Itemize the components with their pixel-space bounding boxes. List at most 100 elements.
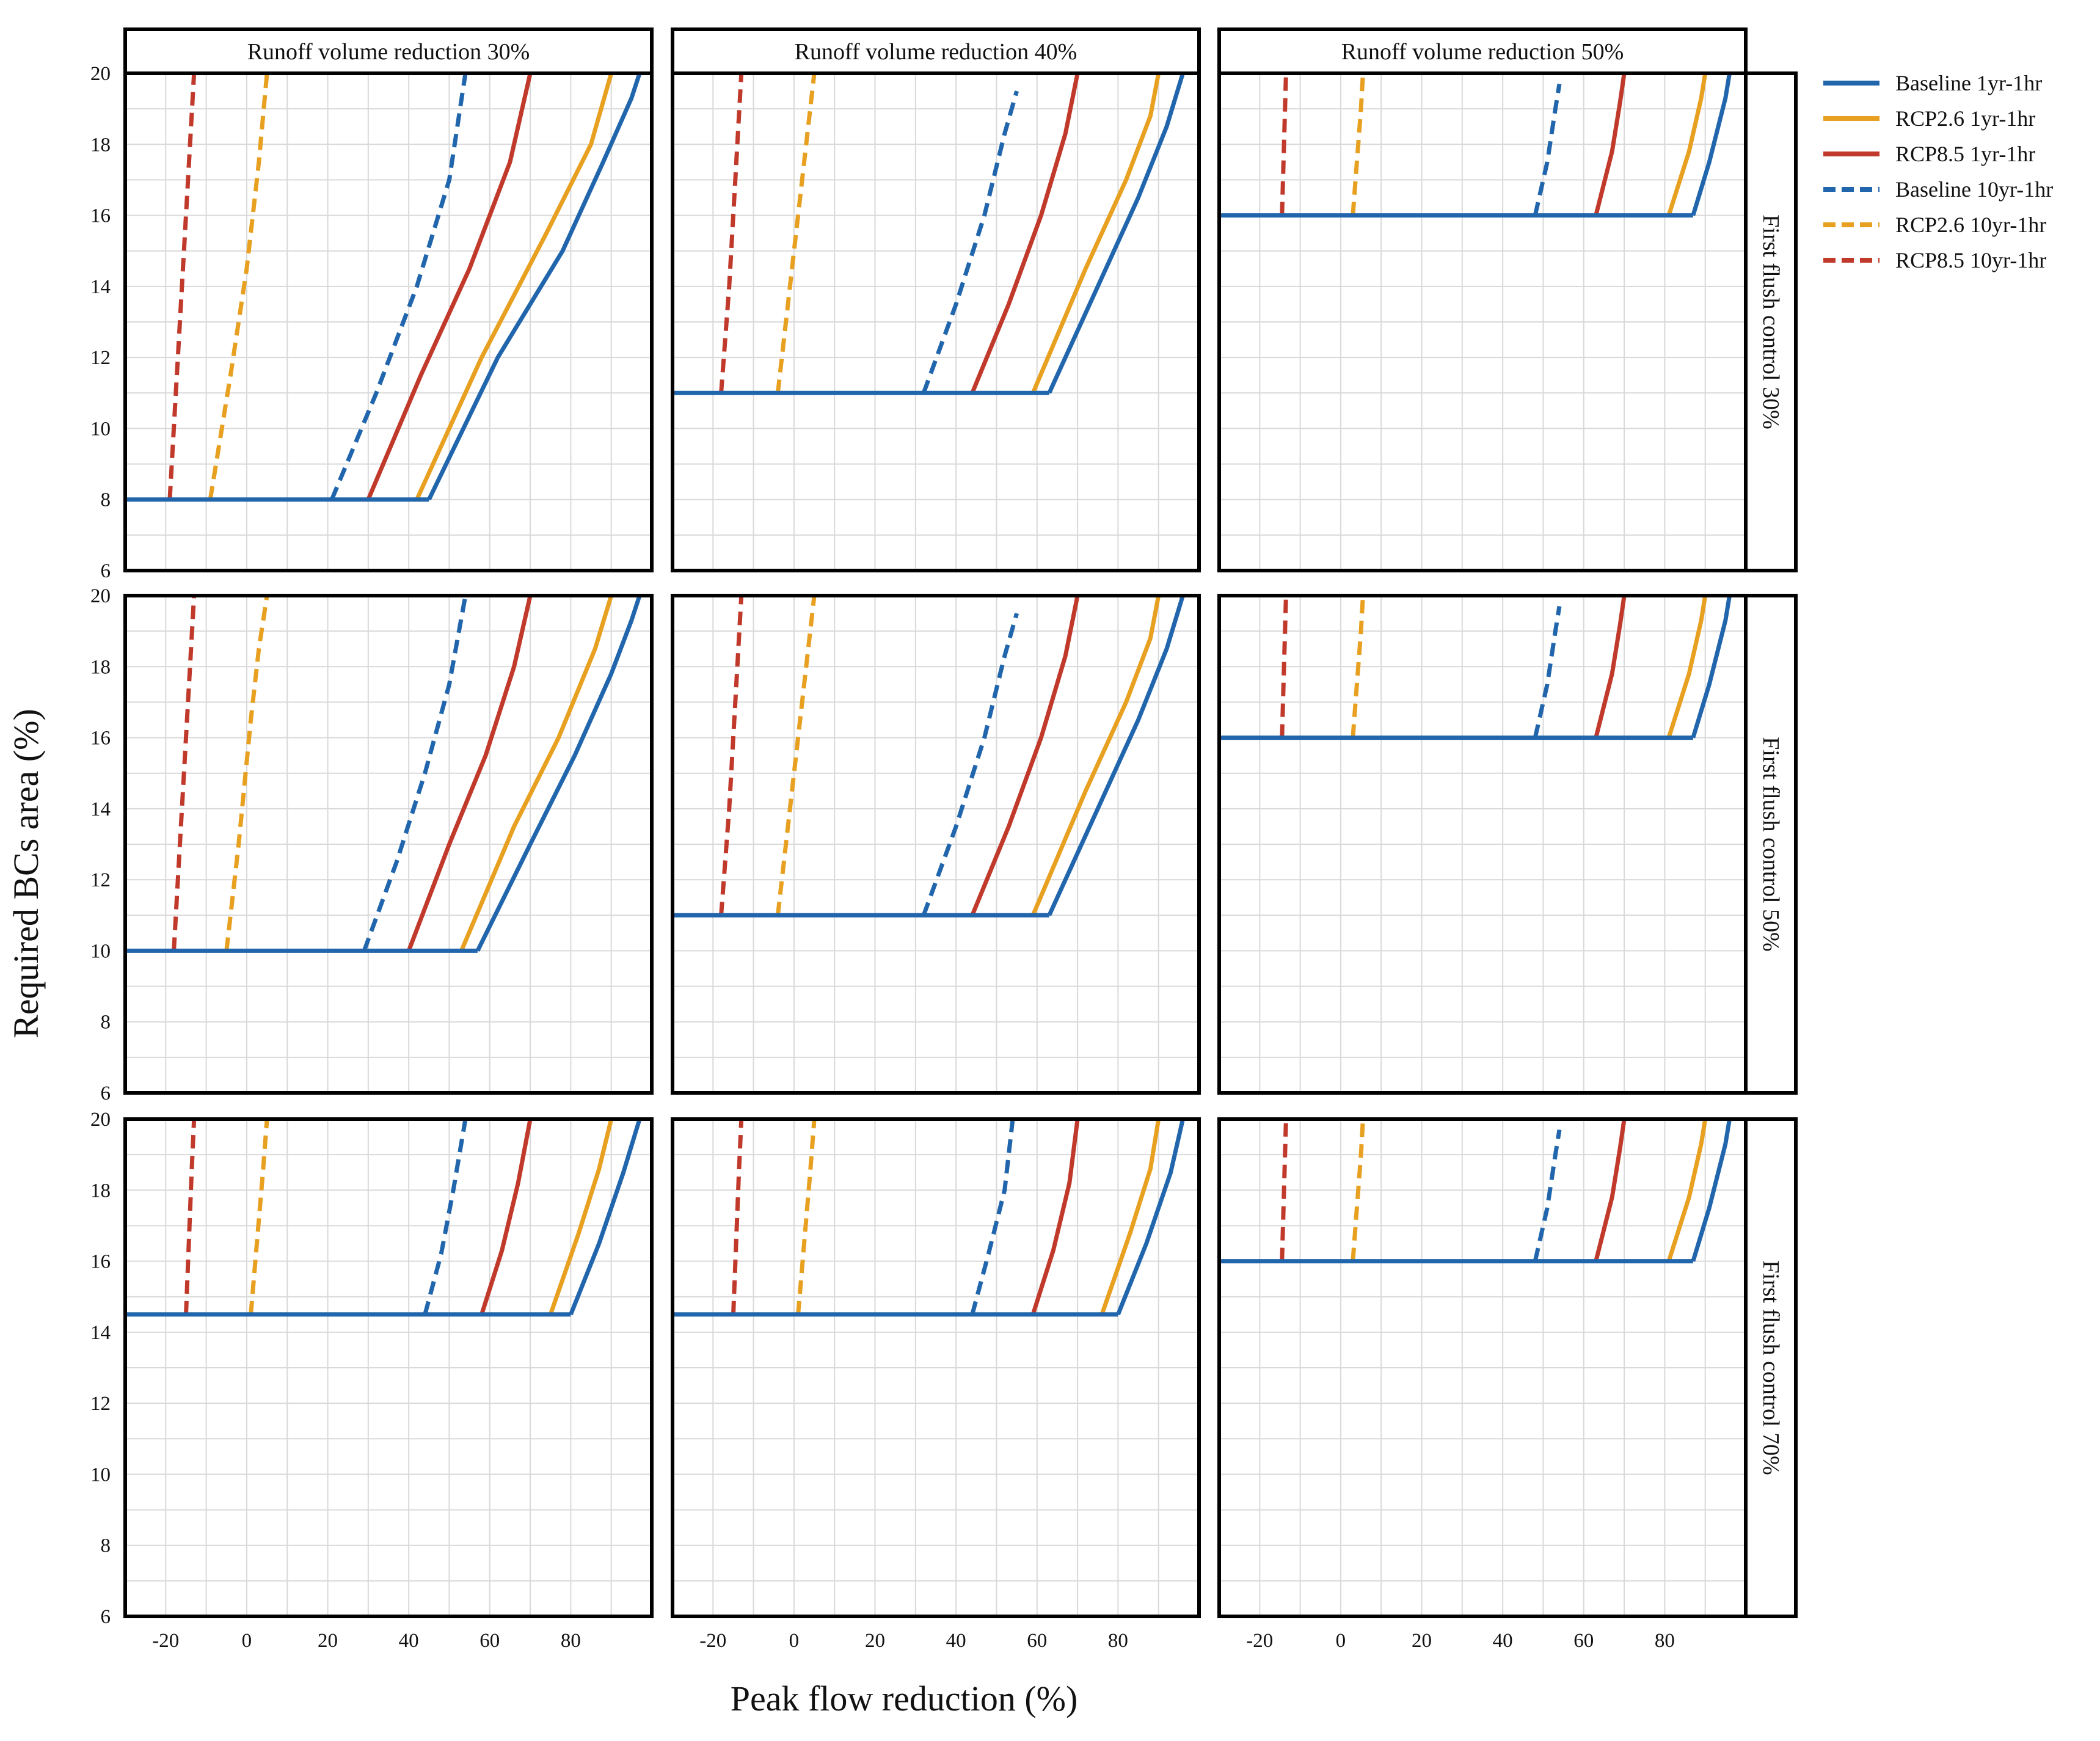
series-line-baseline_10yr: [362, 596, 468, 952]
x-tick-label: 40: [1493, 1630, 1513, 1652]
panel-frame: [1217, 71, 1748, 572]
series-line-baseline_1yr: [1691, 73, 1732, 216]
series-line-rcp26_1yr: [1666, 1119, 1708, 1262]
y-tick-label: 18: [90, 1180, 111, 1202]
x-tick-label: 20: [1412, 1630, 1432, 1652]
legend-item-baseline_1yr: Baseline 1yr-1hr: [1823, 71, 2042, 95]
y-tick-label: 18: [90, 656, 111, 678]
panel-r1-c2: [671, 71, 1201, 572]
series-line-baseline_1yr: [1047, 596, 1185, 916]
x-tick-label: 20: [318, 1630, 338, 1652]
series-group: [673, 1119, 1185, 1317]
series-line-rcp26_1yr: [1666, 596, 1708, 739]
y-tick-label: 8: [101, 1535, 111, 1557]
series-line-baseline_10yr: [921, 613, 1019, 916]
y-tick-label: 8: [101, 1012, 111, 1034]
series-line-rcp26_10yr: [796, 1119, 817, 1315]
panel-r2-c2: [671, 594, 1201, 1095]
y-tick-label: 10: [90, 940, 111, 962]
legend-item-rcp26_10yr: RCP2.6 10yr-1hr: [1823, 213, 2046, 237]
series-line-rcp85_1yr: [970, 596, 1080, 916]
y-tick-label: 14: [90, 798, 111, 820]
row-strip-2: First flush control 50%: [1744, 594, 1798, 1095]
series-group: [125, 596, 642, 953]
y-tick-label: 20: [90, 585, 111, 607]
panel-frame: [123, 594, 654, 1095]
panel-r2-c3: [1217, 594, 1748, 1095]
series-line-baseline_1yr: [1047, 73, 1185, 394]
series-line-rcp26_10yr: [224, 596, 269, 951]
row-strip-box: [1744, 1117, 1798, 1618]
series-line-rcp26_1yr: [1030, 73, 1161, 394]
series-line-rcp26_1yr: [1030, 596, 1161, 916]
series-group: [125, 1119, 642, 1317]
x-tick-label: -20: [1246, 1630, 1273, 1652]
series-line-rcp26_10yr: [1351, 596, 1365, 738]
series-line-rcp26_10yr: [775, 596, 817, 916]
column-strip-1: Runoff volume reduction 30%: [123, 27, 654, 75]
panel-r3-c3: -20 0 20 40 60 80: [1217, 1117, 1748, 1652]
series-line-rcp85_10yr: [172, 596, 197, 951]
series-group: [1219, 73, 1732, 218]
series-line-baseline_10yr: [1533, 83, 1562, 216]
row-strip-3: First flush control 70%: [1744, 1117, 1798, 1618]
series-line-rcp26_1yr: [548, 1119, 614, 1315]
series-line-rcp85_1yr: [1594, 596, 1627, 739]
panel-r3-c2: -20 0 20 40 60 80: [671, 1117, 1201, 1652]
series-line-baseline_10yr: [970, 1119, 1015, 1315]
grid: [125, 73, 652, 571]
series-line-rcp85_10yr: [1280, 596, 1288, 738]
series-line-rcp85_10yr: [1280, 73, 1288, 216]
y-tick-label: 16: [90, 205, 111, 227]
x-tick-label: 60: [1573, 1630, 1594, 1652]
panel-frame: [123, 71, 654, 572]
series-line-baseline_1yr: [475, 596, 642, 952]
x-tick-label: -20: [152, 1630, 179, 1652]
column-strip-label: Runoff volume reduction 50%: [1341, 39, 1624, 65]
x-tick-label: 40: [399, 1630, 419, 1652]
panel-frame: [671, 594, 1201, 1095]
x-tick-label: 80: [1108, 1630, 1128, 1652]
row-strip-box: [1744, 594, 1798, 1095]
y-tick-label: 16: [90, 1251, 111, 1273]
y-tick-label: 20: [90, 63, 111, 85]
series-group: [1219, 596, 1732, 740]
x-tick-label: 60: [479, 1630, 500, 1652]
grid: [672, 1119, 1200, 1617]
y-tick-label: 20: [90, 1109, 111, 1131]
y-tick-label: 6: [101, 1082, 111, 1104]
series-line-rcp85_1yr: [366, 73, 533, 501]
column-strip-label: Runoff volume reduction 30%: [247, 39, 530, 65]
series-line-rcp85_1yr: [406, 596, 533, 952]
legend-label: Baseline 10yr-1hr: [1895, 177, 2053, 202]
series-line-rcp85_10yr: [184, 1119, 197, 1315]
row-strip-box: [1744, 71, 1798, 572]
series-line-rcp26_1yr: [459, 596, 614, 952]
panel-frame: [671, 1117, 1201, 1618]
series-line-rcp26_10yr: [1351, 1119, 1365, 1261]
column-strip-box: [1217, 27, 1748, 75]
legend: Baseline 1yr-1hr RCP2.6 1yr-1hr RCP8.5 1yr…: [1823, 71, 2053, 272]
series-line-baseline_10yr: [921, 90, 1019, 394]
row-strip-label: First flush control 50%: [1758, 737, 1784, 951]
panel-frame: [123, 1117, 654, 1618]
panel-frame: [671, 71, 1201, 572]
column-strip-box: [123, 27, 654, 75]
x-tick-label: 20: [865, 1630, 885, 1652]
legend-label: RCP2.6 10yr-1hr: [1895, 213, 2046, 237]
series-line-rcp26_10yr: [249, 1119, 269, 1315]
legend-label: Baseline 1yr-1hr: [1895, 71, 2042, 95]
y-tick-label: 12: [90, 347, 111, 369]
series-line-baseline_1yr: [1116, 1119, 1185, 1316]
x-tick-label: -20: [699, 1630, 726, 1652]
series-line-baseline_1yr: [1691, 596, 1732, 739]
panel-r3-c1: 6 8 10 12 14 16 18 20 -20 0 20 40 60 80: [90, 1109, 654, 1652]
panel-frame: [1217, 1117, 1748, 1618]
series-line-rcp26_1yr: [1099, 1119, 1161, 1315]
x-tick-label: 80: [561, 1630, 581, 1652]
x-tick-label: 40: [946, 1630, 966, 1652]
y-axis-title: Required BCs area (%): [6, 709, 46, 1038]
row-strip-label: First flush control 30%: [1758, 214, 1784, 429]
y-tick-label: 14: [90, 276, 111, 298]
